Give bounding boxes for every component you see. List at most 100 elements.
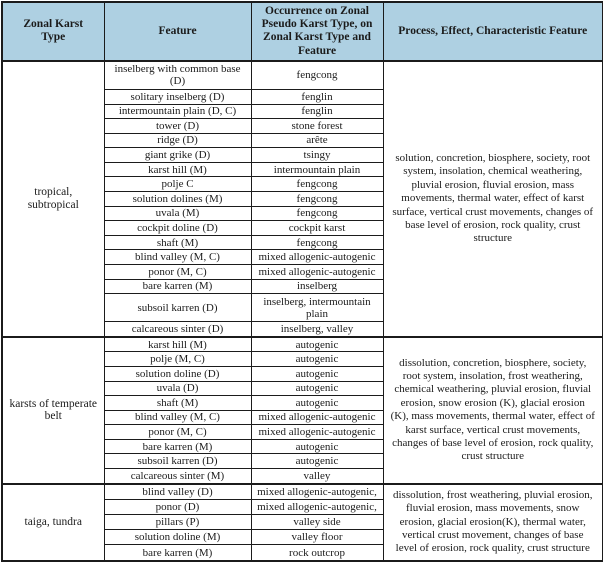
zone-cell: tropical, subtropical bbox=[1, 60, 105, 338]
feature-cell: blind valley (D) bbox=[103, 482, 252, 500]
process-cell: solution, concretion, biosphere, society… bbox=[382, 60, 603, 338]
feature-cell: calcareous sinter (M) bbox=[103, 468, 252, 485]
feature-cell: solution doline (M) bbox=[103, 529, 252, 546]
feature-cell: polje C bbox=[103, 176, 252, 193]
occurrence-cell: autogenic bbox=[250, 395, 384, 411]
table-body: tropical, subtropical inselberg with comm… bbox=[1, 60, 603, 562]
occurrence-cell: cockpit karst bbox=[250, 220, 384, 236]
feature-cell: subsoil karren (D) bbox=[103, 293, 252, 323]
feature-cell: uvala (M) bbox=[103, 205, 252, 222]
occurrence-cell: mixed allogenic-autogenic bbox=[250, 409, 384, 426]
table-row: karst hill (M) intermountain plain bbox=[2, 161, 603, 178]
occurrence-cell: autogenic bbox=[250, 453, 384, 470]
feature-cell: bare karren (M) bbox=[103, 438, 252, 455]
occurrence-cell: valley bbox=[250, 468, 384, 485]
feature-cell: subsoil karren (D) bbox=[103, 453, 252, 470]
table-row: blind valley (M, C) mixed allogenic-autog… bbox=[2, 249, 603, 265]
occurrence-cell: fengcong bbox=[250, 234, 384, 251]
occurrence-cell: intermountain plain bbox=[250, 161, 384, 178]
table-row: solution doline (M) valley floor bbox=[2, 529, 603, 546]
table-row: ridge (D) arête bbox=[2, 132, 603, 149]
feature-cell: karst hill (M) bbox=[103, 161, 252, 178]
occurrence-cell: mixed allogenic-autogenic, bbox=[250, 498, 384, 516]
table-row: taiga, tundra blind valley (D) mixed allog… bbox=[1, 482, 603, 562]
feature-cell: blind valley (M, C) bbox=[103, 409, 252, 426]
feature-cell: giant grike (D) bbox=[103, 147, 252, 163]
occurrence-cell: autogenic bbox=[250, 380, 384, 397]
feature-cell: shaft (M) bbox=[103, 234, 252, 251]
occurrence-cell: inselberg, valley bbox=[250, 321, 384, 338]
header-occurrence: Occurrence on Zonal Pseudo Karst Type, o… bbox=[250, 1, 384, 62]
feature-cell: shaft (M) bbox=[103, 395, 252, 411]
occurrence-cell: valley floor bbox=[250, 529, 384, 546]
occurrence-cell: autogenic bbox=[250, 335, 384, 353]
table-row: solitary inselberg (D) fenglin bbox=[2, 89, 603, 105]
occurrence-cell: fengcong bbox=[250, 176, 384, 193]
feature-cell: polje (M, C) bbox=[103, 351, 252, 368]
table-row: bare karren (M) rock outcrop bbox=[2, 544, 603, 562]
table-row: subsoil karren (D) inselberg, intermounta… bbox=[2, 293, 603, 323]
feature-cell: blind valley (M, C) bbox=[103, 249, 252, 265]
feature-cell: ponor (D) bbox=[103, 498, 252, 516]
table-row: shaft (M) fengcong bbox=[2, 234, 603, 251]
feature-cell: inselberg with common base (D) bbox=[103, 60, 252, 90]
occurrence-cell: mixed allogenic-autogenic bbox=[250, 249, 384, 265]
table-row: polje (M, C) autogenic bbox=[2, 351, 603, 368]
feature-cell: tower (D) bbox=[103, 118, 252, 134]
feature-cell: solution doline (D) bbox=[103, 366, 252, 382]
occurrence-cell: fengcong bbox=[250, 205, 384, 222]
process-cell: dissolution, concretion, biosphere, soci… bbox=[382, 335, 603, 485]
header-feature: Feature bbox=[103, 1, 252, 62]
table-row: subsoil karren (D) autogenic bbox=[2, 453, 603, 470]
occurrence-cell: mixed allogenic-autogenic bbox=[250, 424, 384, 440]
occurrence-cell: mixed allogenic-autogenic, bbox=[250, 482, 384, 500]
feature-cell: solution dolines (M) bbox=[103, 191, 252, 207]
occurrence-cell: fenglin bbox=[250, 103, 384, 120]
table-row: bare karren (M) autogenic bbox=[2, 438, 603, 455]
occurrence-cell: inselberg, intermountain plain bbox=[250, 293, 384, 323]
feature-cell: ponor (M, C) bbox=[103, 263, 252, 280]
feature-cell: ponor (M, C) bbox=[103, 424, 252, 440]
occurrence-cell: tsingy bbox=[250, 147, 384, 163]
occurrence-cell: fengcong bbox=[250, 191, 384, 207]
header-zonal-karst-type: Zonal Karst Type bbox=[1, 1, 105, 62]
table-row: solution doline (D) autogenic bbox=[2, 366, 603, 382]
zone-cell: karsts of temperate belt bbox=[1, 335, 105, 485]
table-row: ponor (M, C) mixed allogenic-autogenic bbox=[2, 424, 603, 440]
table-header: Zonal Karst Type Feature Occurrence on Z… bbox=[1, 1, 603, 62]
zone-cell: taiga, tundra bbox=[1, 482, 105, 562]
feature-cell: calcareous sinter (D) bbox=[103, 321, 252, 338]
table-row: uvala (M) fengcong bbox=[2, 205, 603, 222]
feature-cell: pillars (P) bbox=[103, 514, 252, 531]
feature-cell: intermountain plain (D, C) bbox=[103, 103, 252, 120]
occurrence-cell: inselberg bbox=[250, 278, 384, 295]
feature-cell: uvala (D) bbox=[103, 380, 252, 397]
table-row: calcareous sinter (D) inselberg, valley bbox=[2, 321, 603, 338]
feature-cell: ridge (D) bbox=[103, 132, 252, 149]
table-row: intermountain plain (D, C) fenglin bbox=[2, 103, 603, 120]
header-row: Zonal Karst Type Feature Occurrence on Z… bbox=[1, 1, 603, 62]
occurrence-cell: fenglin bbox=[250, 89, 384, 105]
occurrence-cell: autogenic bbox=[250, 438, 384, 455]
occurrence-cell: mixed allogenic-autogenic bbox=[250, 263, 384, 280]
table-row: tropical, subtropical inselberg with comm… bbox=[1, 60, 603, 338]
occurrence-cell: valley side bbox=[250, 514, 384, 531]
table-row: pillars (P) valley side bbox=[2, 514, 603, 531]
feature-cell: solitary inselberg (D) bbox=[103, 89, 252, 105]
occurrence-cell: stone forest bbox=[250, 118, 384, 134]
table-row: giant grike (D) tsingy bbox=[2, 147, 603, 163]
table-row: calcareous sinter (M) valley bbox=[2, 468, 603, 485]
feature-cell: bare karren (M) bbox=[103, 544, 252, 562]
header-process: Process, Effect, Characteristic Feature bbox=[382, 1, 603, 62]
feature-cell: karst hill (M) bbox=[103, 335, 252, 353]
feature-cell: bare karren (M) bbox=[103, 278, 252, 295]
process-cell: dissolution, frost weathering, pluvial e… bbox=[382, 482, 603, 562]
occurrence-cell: autogenic bbox=[250, 366, 384, 382]
occurrence-cell: rock outcrop bbox=[250, 544, 384, 562]
occurrence-cell: autogenic bbox=[250, 351, 384, 368]
table-row: karsts of temperate belt karst hill (M) au… bbox=[1, 335, 603, 485]
occurrence-cell: fengcong bbox=[250, 60, 384, 90]
occurrence-cell: arête bbox=[250, 132, 384, 149]
feature-cell: cockpit doline (D) bbox=[103, 220, 252, 236]
